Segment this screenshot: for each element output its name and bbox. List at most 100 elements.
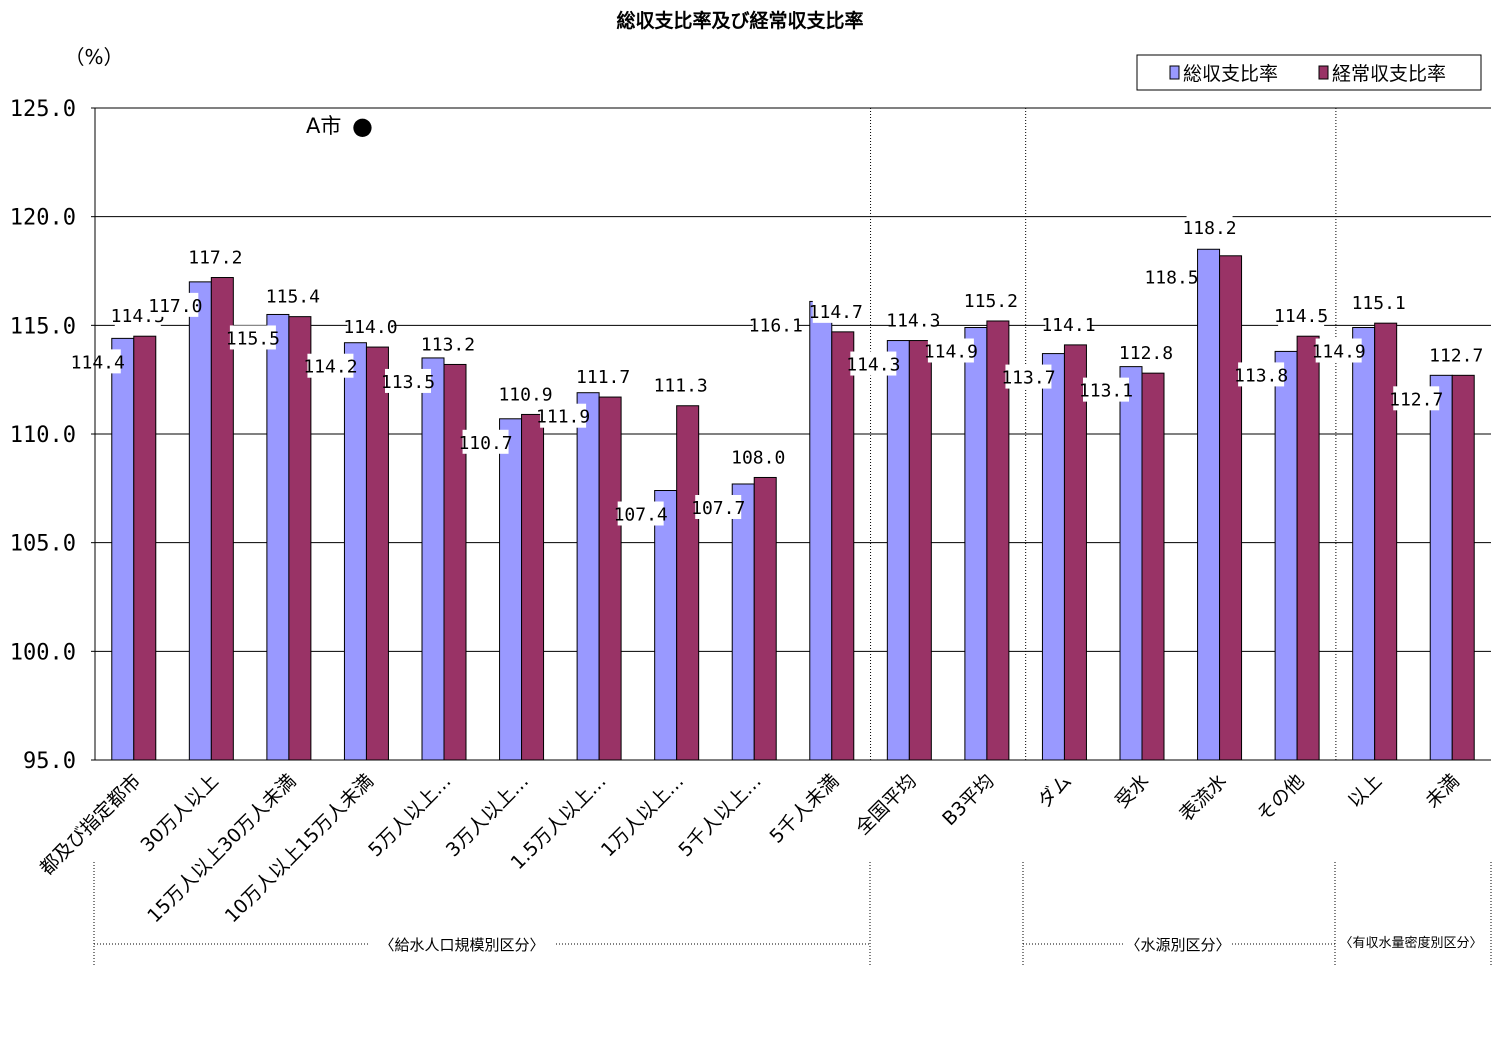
bar (964, 327, 988, 761)
data-label: 114.2 (303, 357, 357, 378)
data-label: 114.3 (846, 355, 900, 376)
y-tick-label: 95.0 (23, 749, 76, 774)
bar (908, 340, 932, 761)
data-label-group: 111.3 (654, 372, 708, 397)
data-label: 115.1 (1352, 293, 1406, 314)
data-label: 114.5 (111, 306, 165, 327)
x-tick-label: 15万人以上30万人未満 (143, 770, 300, 927)
bar (421, 357, 445, 761)
x-axis: 都及び指定都市30万人以上15万人以上30万人未満10万人以上15万人未満5万人… (36, 759, 1491, 927)
data-label: 112.7 (1429, 345, 1483, 366)
data-label-group: 111.7 (576, 364, 630, 389)
data-label-group: 112.7 (1389, 386, 1443, 411)
data-label-group: 117.2 (188, 244, 242, 269)
data-label-group: 107.7 (691, 494, 745, 519)
x-tick-label: 未満 (1421, 770, 1463, 812)
data-label: 112.7 (1389, 389, 1443, 410)
data-label: 108.0 (731, 447, 785, 468)
data-label-group: 113.1 (1079, 377, 1133, 402)
bar (288, 316, 312, 761)
data-label-bg (74, 349, 121, 374)
data-label-bg (502, 381, 549, 406)
data-label-group: 114.5 (111, 303, 165, 328)
data-label-group: 114.2 (303, 353, 358, 378)
data-label-group: 113.7 (1001, 364, 1056, 389)
data-label: 114.7 (809, 302, 863, 323)
bar (1451, 374, 1475, 761)
bars (111, 248, 1475, 761)
data-label-group: 110.7 (458, 429, 513, 454)
bar (443, 363, 467, 761)
data-label-group: 116.1 (749, 312, 803, 337)
data-label-group: 107.4 (614, 501, 668, 526)
data-label: 113.1 (1079, 381, 1133, 402)
data-label: 111.7 (576, 367, 630, 388)
data-label-group: 114.0 (343, 314, 398, 339)
data-label: 114.9 (1312, 342, 1366, 363)
data-label-bg (425, 331, 471, 356)
bar (1197, 248, 1221, 761)
data-label: 113.2 (421, 334, 475, 355)
data-label-bg (1278, 303, 1325, 328)
data-label-bg (1186, 214, 1233, 239)
x-tick-label: 30万人以上 (136, 770, 222, 856)
data-label-group: 113.2 (421, 331, 475, 356)
data-label: 113.5 (381, 372, 435, 393)
x-tick-label: 都及び指定都市 (36, 770, 146, 880)
data-label: 114.0 (343, 317, 397, 338)
x-tick-label: 10万人以上15万人未満 (221, 770, 378, 927)
data-label-bg (927, 338, 974, 363)
data-label: 114.9 (924, 342, 978, 363)
data-label: 116.1 (749, 315, 803, 336)
data-label: 118.2 (1182, 218, 1236, 239)
data-label-group: 115.1 (1352, 290, 1406, 315)
data-label-bg (1355, 290, 1402, 315)
grid-lines (95, 107, 1491, 652)
data-label-bg (850, 351, 897, 376)
x-tick-label: 1万人以上… (597, 770, 688, 861)
data-label-group: 117.0 (148, 292, 202, 317)
bar (1274, 350, 1298, 761)
data-label-group: 113.5 (381, 368, 435, 393)
data-label: 110.7 (458, 433, 512, 454)
y-axis-unit: （%） (64, 45, 123, 69)
bar (886, 340, 910, 761)
data-label-bg (229, 325, 276, 350)
annotation-label: A市 (306, 114, 341, 138)
data-label: 114.5 (1274, 306, 1328, 327)
bar (210, 277, 234, 761)
group-label-population: 〈給水人口規模別区分〉 (379, 936, 544, 954)
y-tick-label: 100.0 (10, 640, 76, 665)
data-label-group: 112.8 (1119, 340, 1173, 365)
legend-label-ordinary: 経常収支比率 (1332, 63, 1446, 85)
bar (731, 483, 755, 761)
group-label-water-source: 〈水源別区分〉 (1125, 936, 1230, 954)
y-tick-label: 115.0 (10, 314, 76, 339)
data-label: 115.5 (226, 328, 280, 349)
bar (343, 342, 367, 761)
data-label-group: 114.3 (886, 307, 940, 332)
data-label: 113.7 (1001, 368, 1055, 389)
data-label-bg (1238, 362, 1285, 387)
data-label-bg (695, 494, 742, 519)
x-tick-label: 表流水 (1175, 770, 1231, 826)
data-label-bg (462, 429, 509, 454)
bar (753, 476, 777, 761)
data-label-bg (307, 353, 354, 378)
group-label-density: 〈有収水量密度別区分〉 (1339, 935, 1482, 951)
data-label-bg (1393, 386, 1440, 411)
data-label-group: 115.4 (266, 283, 320, 308)
data-label-group: 115.2 (964, 287, 1018, 312)
data-labels: 114.4114.5117.0117.2115.5115.4114.2114.0… (71, 214, 1483, 526)
bar (831, 331, 855, 761)
bar (1041, 353, 1065, 761)
annotation-marker: ● (352, 112, 373, 140)
data-label-group: 112.7 (1429, 342, 1483, 367)
bar (188, 281, 212, 761)
bar (365, 346, 389, 761)
data-label: 118.5 (1144, 267, 1198, 288)
data-label: 111.3 (654, 376, 708, 397)
x-tick-label: その他 (1253, 770, 1309, 826)
data-label: 110.9 (498, 384, 552, 405)
